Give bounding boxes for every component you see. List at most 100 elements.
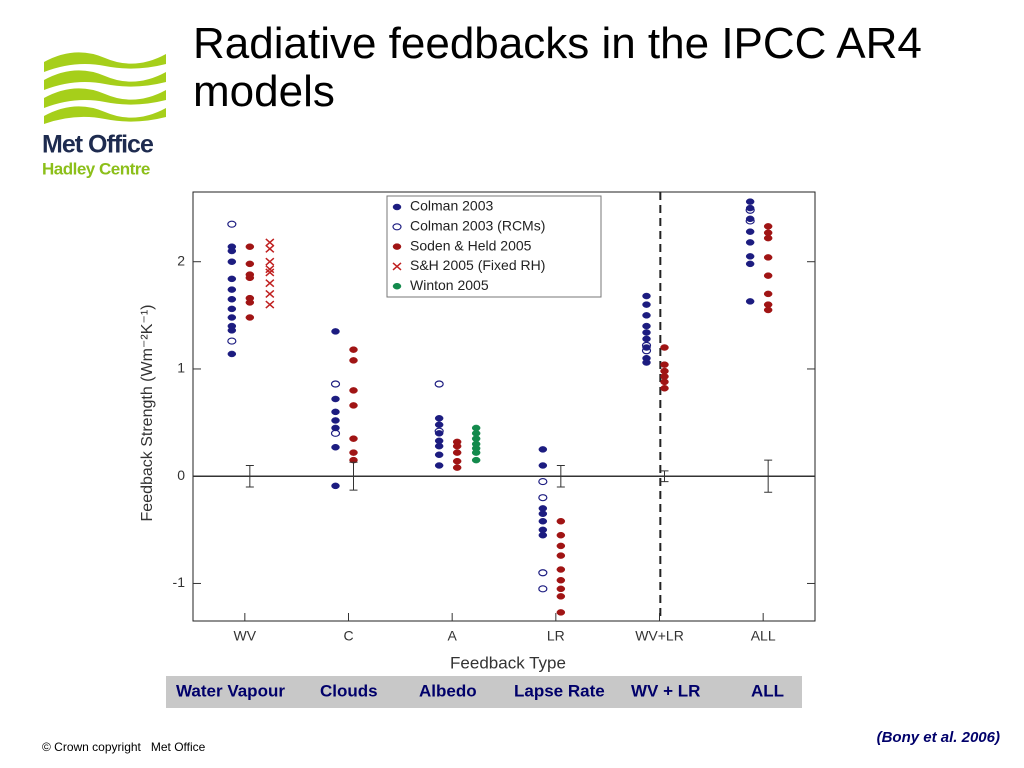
x-tick-label: WV+LR [635,628,684,644]
point [227,350,237,358]
point [434,451,444,459]
point [227,220,237,228]
point [642,322,651,330]
point [642,292,651,300]
point [331,482,340,490]
error-bar [556,464,565,488]
point [392,282,402,290]
point [349,449,358,456]
point [745,215,755,223]
legend-label: S&H 2005 (Fixed RH) [410,257,545,273]
point [556,576,566,584]
point [349,346,358,353]
point [745,253,755,260]
point [227,337,237,345]
y-axis-label: Feedback Strength (Wm⁻²K⁻¹) [139,305,156,522]
point [452,457,462,465]
point [642,359,651,366]
bar-label: Clouds [320,681,378,700]
point [745,204,755,212]
point [556,531,566,539]
point [349,357,358,364]
point [556,566,566,573]
point [538,531,548,539]
citation: (Bony et al. 2006) [877,729,1000,746]
point [331,328,340,335]
error-bar [660,470,669,483]
point [265,244,275,253]
point [763,234,773,242]
point [745,228,755,235]
point [556,518,566,525]
point [265,300,275,309]
point [642,301,651,308]
x-axis-label: Feedback Type [450,653,566,672]
x-tick-label: LR [547,628,565,644]
point [556,552,566,559]
point [538,510,548,517]
point [660,344,669,351]
point [265,289,275,298]
error-bar [349,461,358,491]
point [349,402,358,409]
point [556,542,566,550]
point [763,301,773,308]
point [452,449,462,456]
bar-label: ALL [751,681,784,700]
point [763,229,773,237]
point [660,378,669,386]
point [763,272,773,279]
point [763,290,773,298]
point [745,260,755,268]
y-tick-label: 2 [177,252,185,268]
point [660,361,669,368]
point [265,268,275,277]
point [245,243,255,250]
point [227,247,237,255]
logo-waves [44,52,166,124]
point [227,286,237,293]
point [763,306,773,314]
point [538,477,548,486]
point [434,437,444,445]
point [245,314,255,321]
point [434,442,444,450]
point [245,274,255,282]
point [660,367,669,375]
point [330,429,341,437]
point [452,464,462,471]
point [538,518,548,525]
point [660,373,669,380]
point [434,415,444,422]
y-tick-label: 1 [177,360,185,376]
bar-label: Lapse Rate [514,681,605,700]
point [227,305,237,313]
point [452,442,462,450]
point [245,260,255,268]
bar-label: Albedo [419,681,477,700]
point [434,380,444,388]
point [330,380,341,388]
legend-label: Colman 2003 [410,198,493,214]
point [471,424,481,432]
footer: © Crown copyright Met Office [42,740,206,754]
point [538,526,548,534]
x-tick-label: C [343,628,353,644]
point [538,462,548,469]
point [641,341,652,349]
point [745,206,755,214]
point [349,435,358,442]
point [745,298,755,305]
point [227,258,237,265]
point [641,347,652,355]
point [434,421,444,428]
label-bar [166,676,802,708]
legend-label: Soden & Held 2005 [410,237,532,253]
point [227,275,237,283]
point [471,449,481,456]
point [227,314,237,321]
point [471,435,481,442]
point [265,279,275,288]
point [745,217,755,225]
